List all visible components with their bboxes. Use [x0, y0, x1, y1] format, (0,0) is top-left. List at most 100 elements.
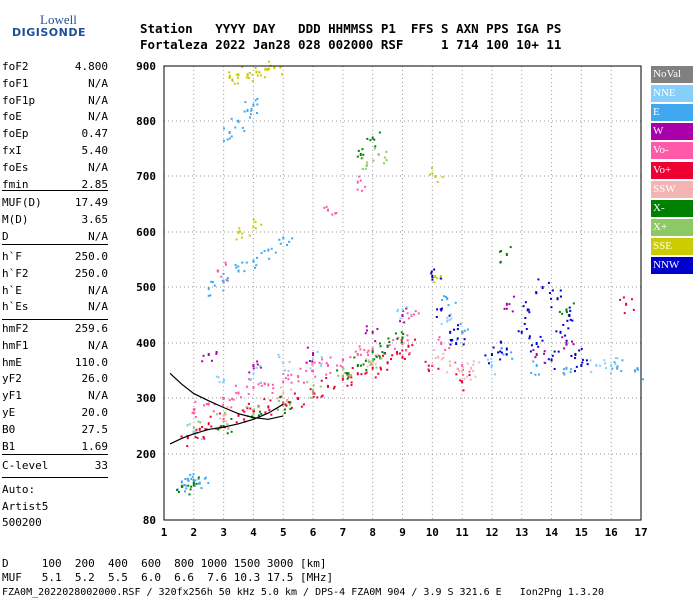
data-point-scatter — [369, 363, 372, 366]
data-point — [252, 372, 255, 376]
data-point-scatter — [285, 400, 288, 403]
data-point-scatter — [225, 263, 228, 266]
param-value: N/A — [88, 229, 108, 243]
data-point-scatter — [289, 407, 292, 410]
data-point-scatter — [407, 317, 410, 320]
virtual-height-trace — [169, 403, 284, 445]
data-point-scatter — [431, 172, 434, 175]
data-point-scatter — [200, 438, 203, 441]
data-point-scatter — [613, 361, 616, 364]
data-point — [490, 364, 493, 367]
data-point-scatter — [455, 373, 458, 376]
data-point — [252, 412, 255, 416]
data-point — [312, 369, 315, 373]
data-point-scatter — [194, 431, 197, 434]
data-point-scatter — [226, 277, 229, 280]
data-point-scatter — [319, 385, 322, 388]
data-point-scatter — [241, 261, 244, 264]
data-point — [341, 375, 344, 378]
data-point — [550, 358, 553, 362]
data-point-scatter — [558, 310, 561, 313]
data-point-scatter — [439, 308, 442, 311]
data-point-scatter — [570, 368, 573, 371]
data-point-scatter — [245, 385, 248, 388]
data-point-scatter — [320, 356, 323, 359]
data-point — [565, 366, 568, 370]
data-point — [180, 480, 183, 484]
data-point-scatter — [232, 398, 235, 401]
data-point-scatter — [472, 363, 475, 366]
data-point-scatter — [192, 479, 195, 482]
data-point-scatter — [203, 404, 206, 407]
data-point-scatter — [283, 411, 286, 414]
data-point — [401, 355, 404, 359]
data-point-scatter — [459, 379, 462, 382]
data-point-scatter — [186, 424, 189, 427]
data-point-scatter — [290, 381, 293, 384]
data-point-scatter — [288, 403, 291, 406]
data-point — [282, 402, 285, 406]
data-point-scatter — [248, 116, 251, 119]
data-point — [207, 287, 210, 291]
data-point-scatter — [277, 408, 280, 411]
data-point-scatter — [456, 338, 459, 341]
data-point-scatter — [458, 370, 461, 373]
data-point-scatter — [402, 333, 405, 336]
param-separator — [2, 244, 108, 245]
param-name: hmE — [2, 355, 22, 369]
y-tick-label: 300 — [136, 392, 156, 405]
data-point-scatter — [347, 372, 350, 375]
data-point-scatter — [254, 227, 257, 230]
data-point-scatter — [280, 395, 283, 398]
data-point-scatter — [230, 117, 233, 120]
data-point-scatter — [230, 406, 233, 409]
data-point-scatter — [429, 173, 432, 176]
data-point-scatter — [474, 375, 477, 378]
x-tick-label: 13 — [515, 526, 528, 539]
data-point-scatter — [287, 378, 290, 381]
data-point-scatter — [517, 330, 520, 333]
data-point-scatter — [207, 482, 210, 485]
data-point — [407, 344, 410, 348]
data-point-scatter — [570, 340, 573, 343]
param-value: 4.800 — [74, 60, 108, 73]
data-point-scatter — [349, 356, 352, 359]
data-point-scatter — [256, 360, 259, 363]
param-row: foF1p N/A — [2, 94, 108, 109]
data-point — [541, 286, 544, 289]
data-point-scatter — [213, 403, 216, 406]
data-point-scatter — [248, 371, 251, 374]
data-point-scatter — [395, 351, 398, 354]
data-point-scatter — [462, 343, 465, 346]
data-point-scatter — [393, 347, 396, 350]
data-point-scatter — [563, 368, 566, 371]
data-point-scatter — [305, 369, 308, 372]
x-tick-label: 8 — [369, 526, 376, 539]
data-point-scatter — [260, 74, 263, 77]
data-point-scatter — [565, 339, 568, 342]
data-point-scatter — [641, 378, 644, 381]
data-point — [610, 364, 613, 367]
data-point-scatter — [400, 341, 403, 344]
data-point-scatter — [562, 371, 565, 374]
data-point-scatter — [250, 107, 253, 110]
data-point-scatter — [325, 362, 328, 365]
data-point-scatter — [543, 352, 546, 355]
data-point-scatter — [190, 478, 193, 481]
param-value: 250.0 — [74, 266, 108, 280]
data-point-scatter — [405, 306, 408, 309]
data-point-scatter — [252, 367, 255, 370]
data-point-scatter — [347, 376, 350, 379]
data-point-scatter — [242, 418, 245, 421]
param-name: yF1 — [2, 389, 22, 403]
data-point-scatter — [271, 391, 274, 394]
data-point-scatter — [378, 355, 381, 358]
data-point-scatter — [547, 358, 550, 361]
data-point-scatter — [396, 310, 399, 313]
data-point-scatter — [252, 260, 255, 263]
data-point-scatter — [466, 328, 469, 331]
param-value: N/A — [88, 76, 108, 90]
data-point — [222, 413, 225, 417]
data-point-scatter — [436, 180, 439, 183]
data-point-scatter — [547, 281, 550, 284]
